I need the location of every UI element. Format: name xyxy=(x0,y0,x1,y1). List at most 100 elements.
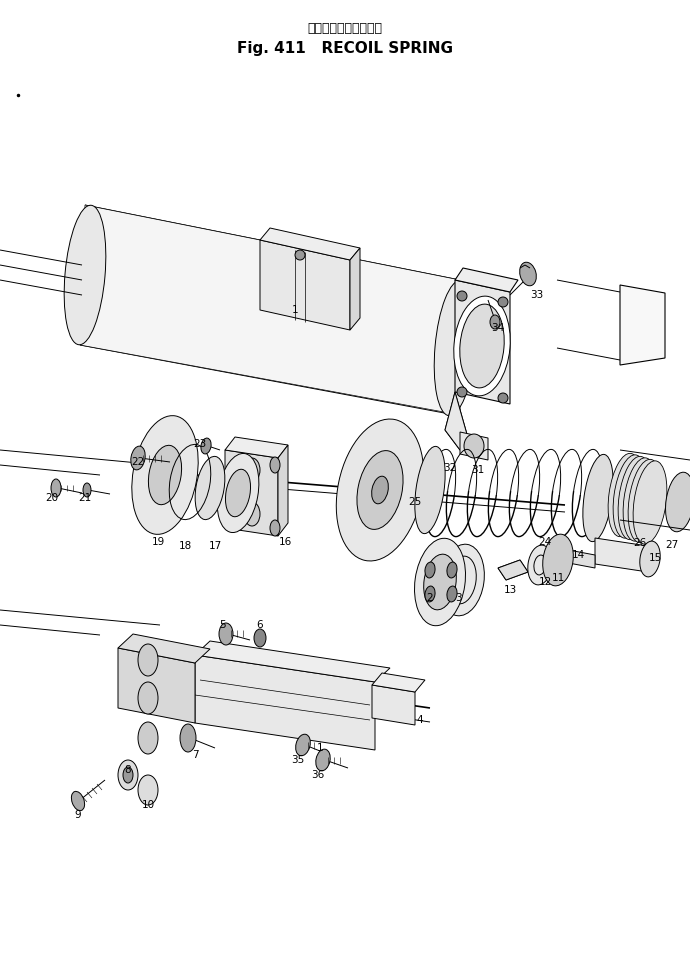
Text: 34: 34 xyxy=(491,323,504,333)
Text: 31: 31 xyxy=(471,465,484,475)
Text: 24: 24 xyxy=(538,537,551,547)
Ellipse shape xyxy=(254,629,266,647)
Ellipse shape xyxy=(357,451,403,530)
Ellipse shape xyxy=(118,760,138,790)
Text: 22: 22 xyxy=(131,457,145,467)
Ellipse shape xyxy=(336,419,424,561)
Text: 21: 21 xyxy=(79,493,92,503)
Ellipse shape xyxy=(64,205,106,345)
Ellipse shape xyxy=(498,297,508,307)
Text: 13: 13 xyxy=(504,585,517,595)
Polygon shape xyxy=(455,268,518,292)
Ellipse shape xyxy=(244,502,260,526)
Polygon shape xyxy=(118,634,210,663)
Ellipse shape xyxy=(520,262,536,286)
Ellipse shape xyxy=(226,469,250,517)
Polygon shape xyxy=(118,648,195,723)
Ellipse shape xyxy=(372,476,388,503)
Ellipse shape xyxy=(148,445,181,504)
Ellipse shape xyxy=(613,455,647,538)
Ellipse shape xyxy=(244,458,260,482)
Ellipse shape xyxy=(295,250,305,260)
Text: 3: 3 xyxy=(455,593,462,603)
Ellipse shape xyxy=(640,541,660,576)
Text: 36: 36 xyxy=(311,770,324,780)
Ellipse shape xyxy=(666,472,690,532)
Text: Fig. 411   RECOIL SPRING: Fig. 411 RECOIL SPRING xyxy=(237,41,453,55)
Ellipse shape xyxy=(543,535,573,586)
Polygon shape xyxy=(195,655,375,750)
Ellipse shape xyxy=(415,446,445,534)
Text: 20: 20 xyxy=(46,493,59,503)
Polygon shape xyxy=(558,548,595,568)
Text: 15: 15 xyxy=(649,553,662,563)
Ellipse shape xyxy=(415,538,466,626)
Polygon shape xyxy=(445,392,470,450)
Text: 32: 32 xyxy=(444,463,457,473)
Text: 35: 35 xyxy=(291,755,304,765)
Text: 18: 18 xyxy=(179,541,192,551)
Text: 19: 19 xyxy=(151,537,165,547)
Text: 2: 2 xyxy=(426,593,433,603)
Text: 1: 1 xyxy=(292,305,298,315)
Ellipse shape xyxy=(195,457,225,520)
Ellipse shape xyxy=(51,479,61,497)
Polygon shape xyxy=(195,641,390,682)
Ellipse shape xyxy=(425,562,435,578)
Polygon shape xyxy=(460,432,488,460)
Text: 7: 7 xyxy=(192,750,198,760)
Text: 14: 14 xyxy=(571,550,584,560)
Polygon shape xyxy=(455,280,510,404)
Ellipse shape xyxy=(583,454,613,541)
Ellipse shape xyxy=(608,453,642,537)
Ellipse shape xyxy=(217,454,259,533)
Ellipse shape xyxy=(498,393,508,403)
Ellipse shape xyxy=(180,724,196,752)
Ellipse shape xyxy=(457,291,467,301)
Ellipse shape xyxy=(316,749,331,771)
Text: 25: 25 xyxy=(408,497,422,507)
Ellipse shape xyxy=(528,545,552,585)
Ellipse shape xyxy=(138,644,158,676)
Ellipse shape xyxy=(123,767,133,783)
Polygon shape xyxy=(498,560,528,580)
Ellipse shape xyxy=(83,483,91,497)
Polygon shape xyxy=(225,437,288,458)
Ellipse shape xyxy=(201,438,211,454)
Text: 11: 11 xyxy=(551,573,564,583)
Text: 5: 5 xyxy=(219,620,226,630)
Polygon shape xyxy=(278,445,288,536)
Polygon shape xyxy=(350,248,360,330)
Text: 9: 9 xyxy=(75,810,81,820)
Ellipse shape xyxy=(457,387,467,397)
Ellipse shape xyxy=(447,562,457,578)
Ellipse shape xyxy=(219,623,233,645)
Text: 4: 4 xyxy=(417,715,423,725)
Text: 6: 6 xyxy=(257,620,264,630)
Ellipse shape xyxy=(295,734,310,756)
Text: 10: 10 xyxy=(141,800,155,810)
Polygon shape xyxy=(372,673,425,692)
Ellipse shape xyxy=(434,280,476,416)
Text: 23: 23 xyxy=(193,439,206,449)
Polygon shape xyxy=(595,538,648,572)
Text: 27: 27 xyxy=(665,540,679,550)
Ellipse shape xyxy=(454,296,510,396)
Text: リコイル　スプリング: リコイル スプリング xyxy=(308,21,382,34)
Ellipse shape xyxy=(425,586,435,602)
Text: 33: 33 xyxy=(531,290,544,300)
Text: 8: 8 xyxy=(125,765,131,775)
Polygon shape xyxy=(260,240,350,330)
Ellipse shape xyxy=(623,458,657,541)
Ellipse shape xyxy=(424,554,456,609)
Ellipse shape xyxy=(270,520,280,536)
Ellipse shape xyxy=(460,304,504,388)
Text: 1: 1 xyxy=(317,743,324,753)
Ellipse shape xyxy=(618,456,652,539)
Polygon shape xyxy=(225,450,278,536)
Ellipse shape xyxy=(138,775,158,805)
Ellipse shape xyxy=(131,446,145,469)
Text: 17: 17 xyxy=(208,541,221,551)
Ellipse shape xyxy=(633,461,667,544)
Text: 16: 16 xyxy=(278,537,292,547)
